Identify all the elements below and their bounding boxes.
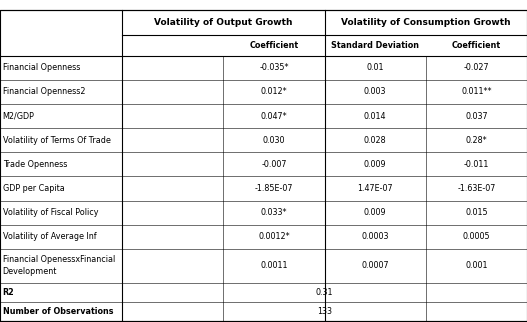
Text: -0.027: -0.027 [464, 63, 489, 72]
Text: Financial OpenessxFinancial
Development: Financial OpenessxFinancial Development [3, 255, 115, 276]
Text: 133: 133 [317, 307, 332, 316]
Text: 0.001: 0.001 [465, 261, 487, 270]
Text: GDP per Capita: GDP per Capita [3, 184, 64, 193]
Text: Coefficient: Coefficient [452, 41, 501, 50]
Text: Volatility of Consumption Growth: Volatility of Consumption Growth [341, 18, 511, 27]
Text: Number of Observations: Number of Observations [3, 307, 113, 316]
Text: 0.31: 0.31 [316, 288, 334, 297]
Text: 0.011**: 0.011** [461, 88, 492, 96]
Text: 1.47E-07: 1.47E-07 [357, 184, 393, 193]
Text: 0.047*: 0.047* [261, 112, 287, 120]
Text: 0.0005: 0.0005 [463, 232, 490, 241]
Text: -0.007: -0.007 [261, 160, 287, 169]
Text: -1.63E-07: -1.63E-07 [457, 184, 495, 193]
Text: -0.035*: -0.035* [259, 63, 289, 72]
Text: Volatility of Fiscal Policy: Volatility of Fiscal Policy [3, 208, 98, 217]
Text: 0.033*: 0.033* [261, 208, 287, 217]
Text: 0.030: 0.030 [263, 136, 285, 145]
Text: -0.011: -0.011 [464, 160, 489, 169]
Text: Coefficient: Coefficient [249, 41, 299, 50]
Text: 0.28*: 0.28* [465, 136, 487, 145]
Text: 0.037: 0.037 [465, 112, 487, 120]
Text: 0.0012*: 0.0012* [258, 232, 290, 241]
Text: 0.028: 0.028 [364, 136, 386, 145]
Text: Financial Openness2: Financial Openness2 [3, 88, 85, 96]
Text: 0.003: 0.003 [364, 88, 386, 96]
Text: 0.014: 0.014 [364, 112, 386, 120]
Text: R2: R2 [3, 288, 14, 297]
Text: 0.012*: 0.012* [261, 88, 287, 96]
Text: Volatility of Output Growth: Volatility of Output Growth [154, 18, 292, 27]
Text: 0.009: 0.009 [364, 208, 386, 217]
Text: 0.0003: 0.0003 [362, 232, 389, 241]
Text: -1.85E-07: -1.85E-07 [255, 184, 294, 193]
Text: 0.0011: 0.0011 [260, 261, 288, 270]
Text: Volatility of Average Inf: Volatility of Average Inf [3, 232, 96, 241]
Text: 0.009: 0.009 [364, 160, 386, 169]
Text: 0.015: 0.015 [465, 208, 487, 217]
Text: 0.01: 0.01 [366, 63, 384, 72]
Text: Financial Openness: Financial Openness [3, 63, 80, 72]
Text: M2/GDP: M2/GDP [3, 112, 34, 120]
Text: Volatility of Terms Of Trade: Volatility of Terms Of Trade [3, 136, 111, 145]
Text: Trade Openness: Trade Openness [3, 160, 67, 169]
Text: 0.0007: 0.0007 [362, 261, 389, 270]
Text: Standard Deviation: Standard Deviation [331, 41, 419, 50]
